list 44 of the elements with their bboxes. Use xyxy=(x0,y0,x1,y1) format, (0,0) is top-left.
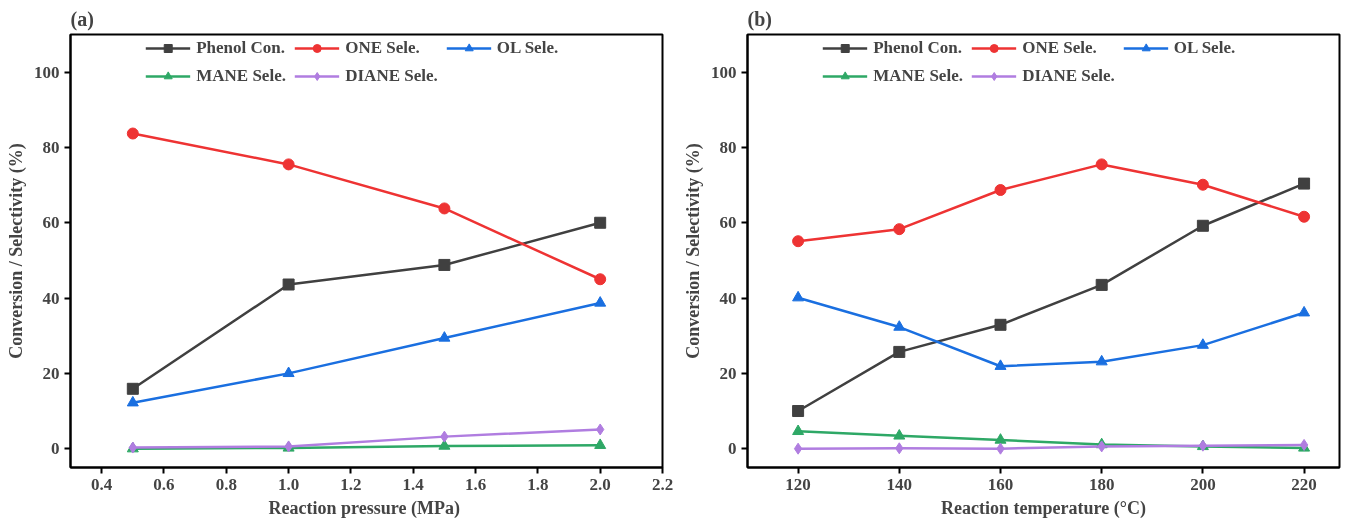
legend-label: Phenol Con. xyxy=(196,38,286,58)
x-tick-label: 120 xyxy=(785,474,811,494)
x-tick-label: 200 xyxy=(1190,474,1216,494)
legend-label: DIANE Sele. xyxy=(1022,66,1115,86)
x-tick-label: 180 xyxy=(1088,474,1115,494)
x-tick-label: 1.2 xyxy=(340,474,362,494)
x-tick-label: 160 xyxy=(987,474,1014,494)
x-tick-label: 1.4 xyxy=(402,474,425,494)
chart-title: (a) xyxy=(70,7,94,31)
y-tick-label: 60 xyxy=(719,213,737,233)
x-axis-title: Reaction pressure (MPa) xyxy=(268,497,460,519)
legend-label: OL Sele. xyxy=(1173,38,1237,58)
y-tick-label: 100 xyxy=(711,62,737,82)
y-tick-label: 20 xyxy=(42,363,60,383)
y-tick-label: 40 xyxy=(719,288,737,308)
x-tick-label: 220 xyxy=(1291,474,1317,494)
y-axis-title: Conversion / Selectivity (%) xyxy=(6,143,27,359)
x-tick-label: 1.0 xyxy=(277,474,300,494)
legend-label: Phenol Con. xyxy=(873,38,963,58)
y-axis-title: Conversion / Selectivity (%) xyxy=(683,143,704,359)
legend-label: DIANE Sele. xyxy=(345,66,438,86)
y-tick-label: 0 xyxy=(728,439,737,459)
x-tick-label: 0.8 xyxy=(215,474,237,494)
y-tick-label: 0 xyxy=(51,439,60,459)
legend-label: MANE Sele. xyxy=(196,66,287,86)
x-tick-label: 1.8 xyxy=(527,474,549,494)
x-tick-label: 1.6 xyxy=(464,474,487,494)
y-tick-label: 100 xyxy=(34,62,60,82)
legend-label: ONE Sele. xyxy=(1022,38,1098,58)
x-tick-label: 140 xyxy=(886,474,913,494)
x-axis-title: Reaction temperature (°C) xyxy=(941,497,1146,519)
x-tick-label: 2.2 xyxy=(651,474,674,494)
y-tick-label: 60 xyxy=(42,213,60,233)
y-tick-label: 20 xyxy=(719,363,737,383)
y-tick-label: 80 xyxy=(42,137,60,157)
y-tick-label: 80 xyxy=(719,137,737,157)
x-tick-label: 0.4 xyxy=(91,474,113,494)
x-tick-label: 0.6 xyxy=(153,474,175,494)
y-tick-label: 40 xyxy=(42,288,60,308)
chart-title: (b) xyxy=(747,7,772,31)
legend-label: OL Sele. xyxy=(496,38,560,58)
legend-label: ONE Sele. xyxy=(345,38,421,58)
x-tick-label: 2.0 xyxy=(589,474,611,494)
legend-label: MANE Sele. xyxy=(873,66,964,86)
